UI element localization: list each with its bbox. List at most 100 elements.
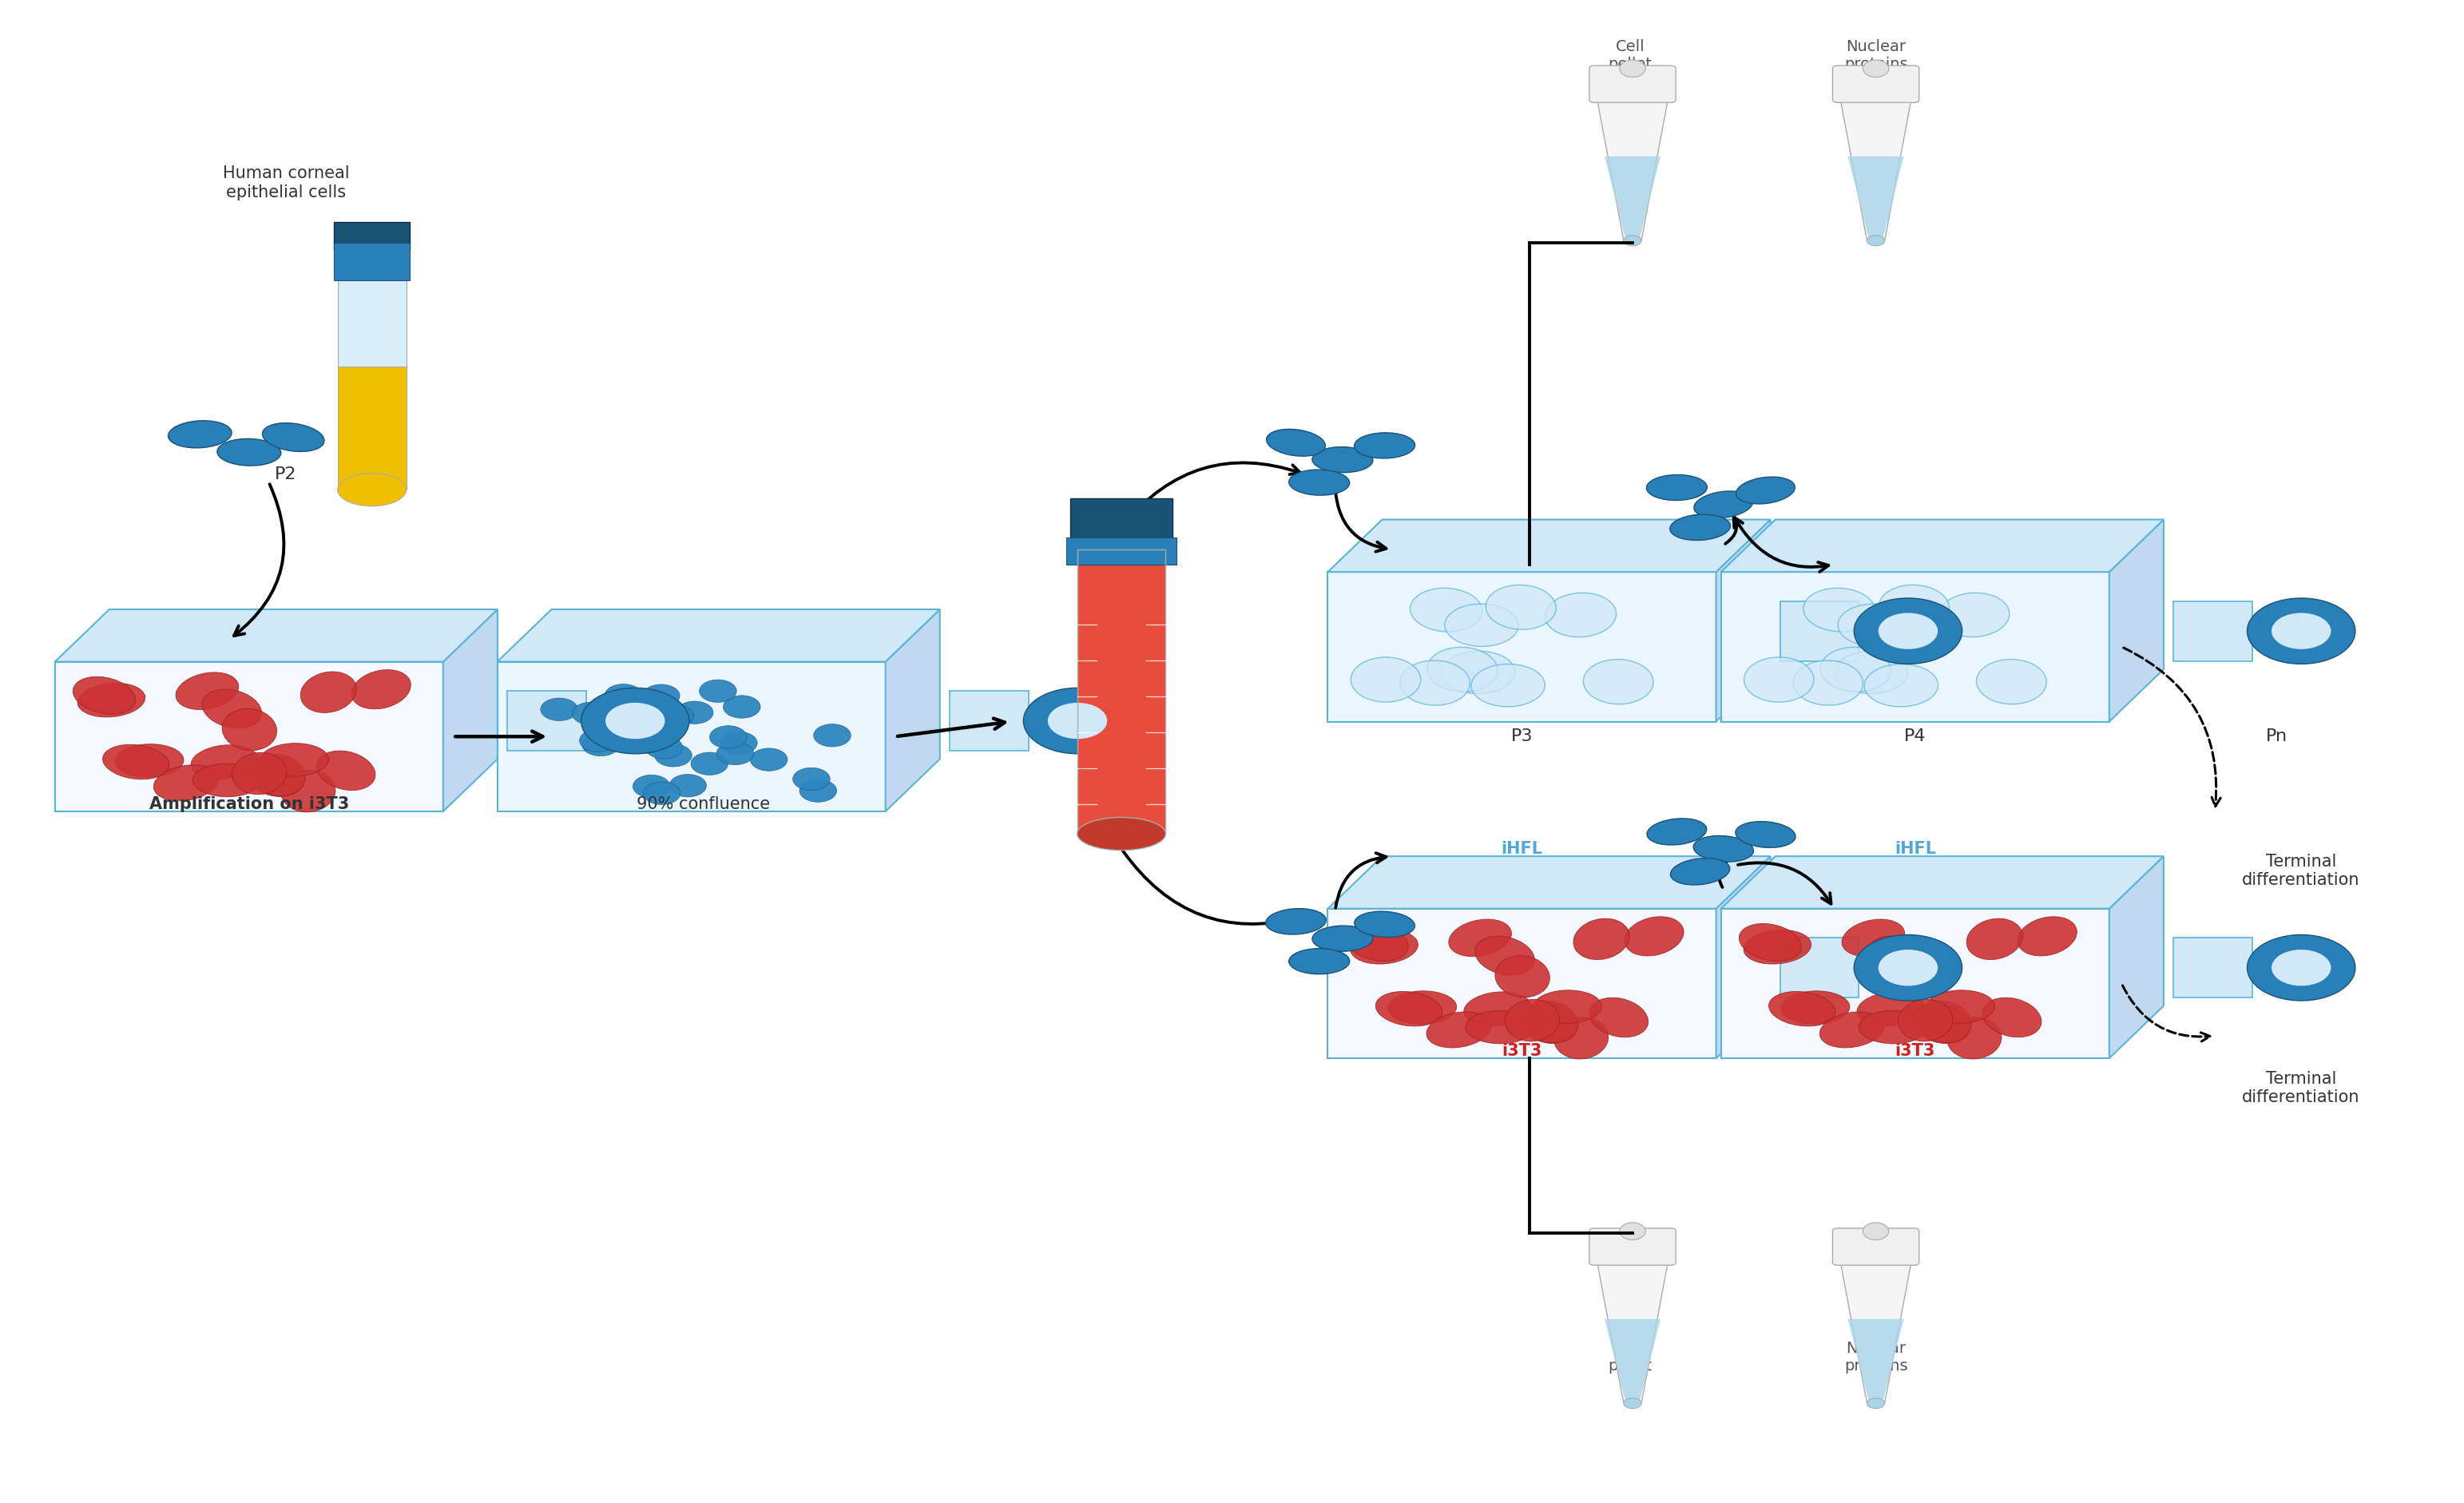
Polygon shape	[1604, 156, 1661, 237]
Ellipse shape	[1947, 1018, 2001, 1060]
Polygon shape	[1715, 520, 1772, 721]
Ellipse shape	[175, 672, 239, 709]
Polygon shape	[54, 609, 498, 661]
Ellipse shape	[1545, 592, 1616, 637]
Circle shape	[2247, 598, 2356, 664]
Text: Human corneal
epithelial cells: Human corneal epithelial cells	[222, 165, 350, 200]
Circle shape	[793, 768, 830, 791]
Polygon shape	[2173, 938, 2252, 998]
Polygon shape	[2109, 857, 2163, 1058]
Ellipse shape	[261, 422, 325, 451]
Circle shape	[719, 732, 756, 755]
Ellipse shape	[1427, 648, 1498, 691]
Ellipse shape	[1466, 1010, 1535, 1043]
Circle shape	[582, 733, 618, 756]
Text: Cell
pellet: Cell pellet	[1609, 1341, 1651, 1374]
Ellipse shape	[1427, 1012, 1491, 1048]
Ellipse shape	[1355, 911, 1414, 938]
Ellipse shape	[190, 745, 259, 779]
Ellipse shape	[1375, 992, 1441, 1027]
Circle shape	[586, 723, 623, 745]
Polygon shape	[949, 691, 1027, 752]
Circle shape	[628, 691, 665, 714]
Ellipse shape	[1735, 822, 1796, 848]
Polygon shape	[508, 691, 586, 752]
Polygon shape	[1715, 857, 1772, 1058]
Ellipse shape	[2018, 917, 2077, 956]
Bar	[338, 277, 407, 370]
Ellipse shape	[232, 753, 286, 795]
Ellipse shape	[1589, 998, 1648, 1037]
FancyBboxPatch shape	[1833, 66, 1919, 102]
FancyBboxPatch shape	[1589, 66, 1676, 102]
Ellipse shape	[1355, 433, 1414, 458]
Ellipse shape	[1624, 917, 1683, 956]
Bar	[335, 243, 409, 280]
Ellipse shape	[1506, 999, 1560, 1042]
Ellipse shape	[1897, 999, 1951, 1042]
Ellipse shape	[1868, 236, 1885, 246]
Circle shape	[1853, 935, 1961, 1001]
Circle shape	[2272, 613, 2331, 649]
Ellipse shape	[1387, 990, 1456, 1024]
Circle shape	[572, 702, 609, 724]
Polygon shape	[1848, 156, 1905, 237]
Ellipse shape	[1865, 664, 1939, 706]
Polygon shape	[885, 609, 939, 812]
Ellipse shape	[1619, 1222, 1646, 1240]
Ellipse shape	[1745, 930, 1811, 963]
Circle shape	[631, 730, 668, 753]
Polygon shape	[1597, 1263, 1668, 1404]
Ellipse shape	[1693, 836, 1754, 861]
Ellipse shape	[1939, 592, 2011, 637]
Circle shape	[582, 688, 690, 753]
Polygon shape	[2109, 520, 2163, 721]
Bar	[338, 367, 407, 490]
Ellipse shape	[1693, 491, 1752, 519]
Polygon shape	[1328, 909, 1715, 1058]
Ellipse shape	[1838, 604, 1912, 646]
Text: Terminal
differentiation: Terminal differentiation	[2242, 854, 2361, 888]
Ellipse shape	[1574, 918, 1629, 959]
Circle shape	[722, 696, 761, 718]
Ellipse shape	[168, 421, 232, 448]
Circle shape	[798, 780, 838, 803]
Bar	[1067, 538, 1175, 565]
Ellipse shape	[1289, 948, 1350, 974]
FancyBboxPatch shape	[1589, 1228, 1676, 1266]
Ellipse shape	[281, 770, 335, 812]
Ellipse shape	[1863, 60, 1890, 77]
Ellipse shape	[1518, 1004, 1577, 1043]
Ellipse shape	[1441, 651, 1515, 693]
Ellipse shape	[1821, 648, 1890, 691]
Circle shape	[655, 705, 695, 727]
Circle shape	[646, 736, 683, 759]
Circle shape	[643, 782, 680, 804]
Ellipse shape	[1646, 475, 1708, 500]
Polygon shape	[1328, 857, 1772, 909]
Ellipse shape	[1400, 660, 1471, 705]
Ellipse shape	[1745, 657, 1814, 702]
Text: P4: P4	[1905, 729, 1927, 744]
Ellipse shape	[352, 670, 411, 709]
Ellipse shape	[1804, 588, 1875, 631]
Circle shape	[717, 742, 754, 765]
Ellipse shape	[1887, 956, 1944, 998]
Ellipse shape	[1671, 858, 1730, 885]
Ellipse shape	[222, 709, 276, 750]
Text: Nuclear
proteins: Nuclear proteins	[1843, 39, 1907, 72]
Circle shape	[655, 744, 692, 767]
Ellipse shape	[192, 764, 261, 797]
Ellipse shape	[1409, 588, 1483, 631]
Ellipse shape	[1858, 1010, 1927, 1043]
Polygon shape	[1720, 909, 2109, 1058]
Text: Amplification on i3T3: Amplification on i3T3	[150, 797, 350, 812]
Circle shape	[700, 679, 737, 702]
Circle shape	[1023, 688, 1131, 753]
Polygon shape	[1841, 99, 1912, 240]
Ellipse shape	[1313, 446, 1372, 472]
Bar	[335, 222, 409, 249]
Ellipse shape	[1266, 908, 1326, 935]
Text: P2: P2	[276, 467, 296, 482]
Ellipse shape	[202, 690, 261, 729]
